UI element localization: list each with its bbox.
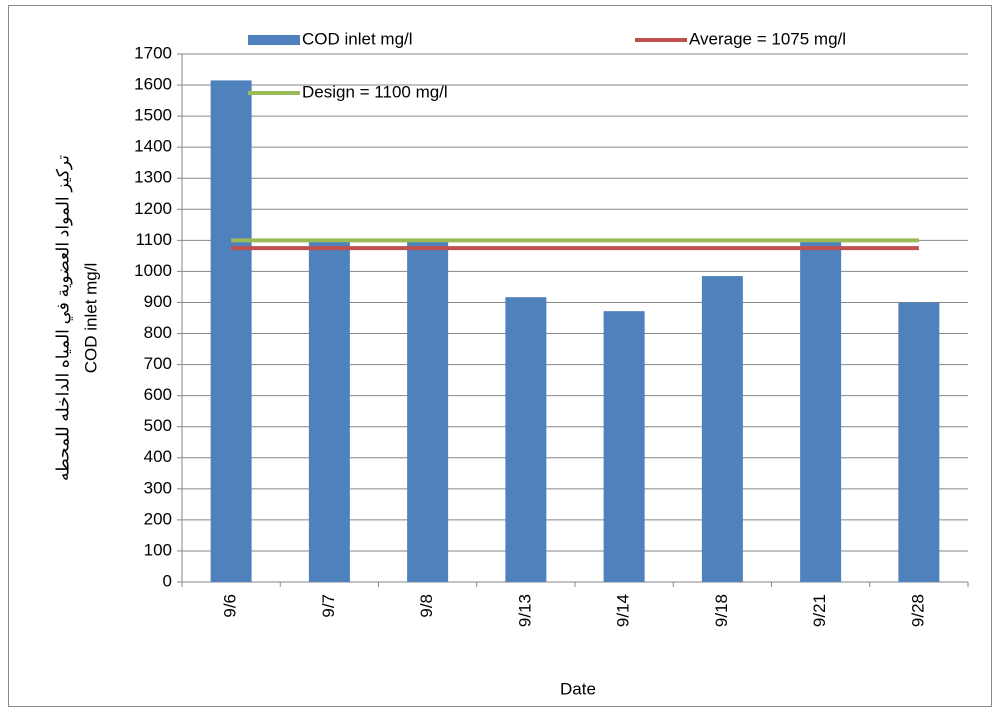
- bar: [308, 241, 350, 582]
- y-tick-label: 1100: [135, 230, 172, 249]
- x-tick-label: 9/13: [515, 594, 534, 627]
- bar: [210, 80, 252, 583]
- x-tick-label: 9/8: [417, 594, 436, 618]
- legend-swatch: [248, 35, 300, 45]
- y-tick-label: 1700: [134, 43, 172, 62]
- y-tick-label: 1400: [134, 137, 172, 156]
- x-tick-label: 9/7: [319, 594, 338, 618]
- y-tick-label: 500: [144, 416, 172, 435]
- y-tick-label: 900: [144, 292, 172, 311]
- bar: [800, 241, 842, 582]
- y-tick-label: 700: [144, 354, 172, 373]
- bar: [505, 297, 547, 582]
- legend-label: Design = 1100 mg/l: [302, 82, 448, 101]
- y-tick-label: 1600: [134, 75, 172, 94]
- x-tick-label: 9/28: [908, 594, 927, 627]
- y-axis-label: تركيز المواد العضوية في المياه الداخله ل…: [53, 155, 73, 481]
- legend-label: Average = 1075 mg/l: [689, 29, 846, 48]
- y-tick-label: 0: [163, 571, 172, 590]
- legend-label: COD inlet mg/l: [302, 29, 413, 48]
- y-axis-label: COD inlet mg/l: [81, 263, 100, 374]
- y-tick-label: 1300: [134, 168, 172, 187]
- x-axis-label: Date: [560, 679, 596, 698]
- bar: [407, 238, 449, 583]
- y-tick-label: 1200: [134, 199, 172, 218]
- x-tick-label: 9/14: [614, 594, 633, 627]
- y-tick-label: 600: [144, 385, 172, 404]
- y-tick-label: 800: [144, 323, 172, 342]
- x-tick-label: 9/18: [712, 594, 731, 627]
- y-tick-label: 100: [144, 540, 172, 559]
- y-tick-label: 1500: [134, 106, 172, 125]
- y-tick-label: 300: [144, 478, 172, 497]
- x-tick-label: 9/6: [221, 594, 240, 618]
- x-tick-label: 9/21: [810, 594, 829, 627]
- bar: [603, 311, 645, 582]
- y-tick-label: 200: [144, 509, 172, 528]
- y-tick-label: 400: [144, 447, 172, 466]
- bar: [898, 302, 940, 582]
- bar: [701, 276, 743, 582]
- y-tick-label: 1000: [134, 261, 172, 280]
